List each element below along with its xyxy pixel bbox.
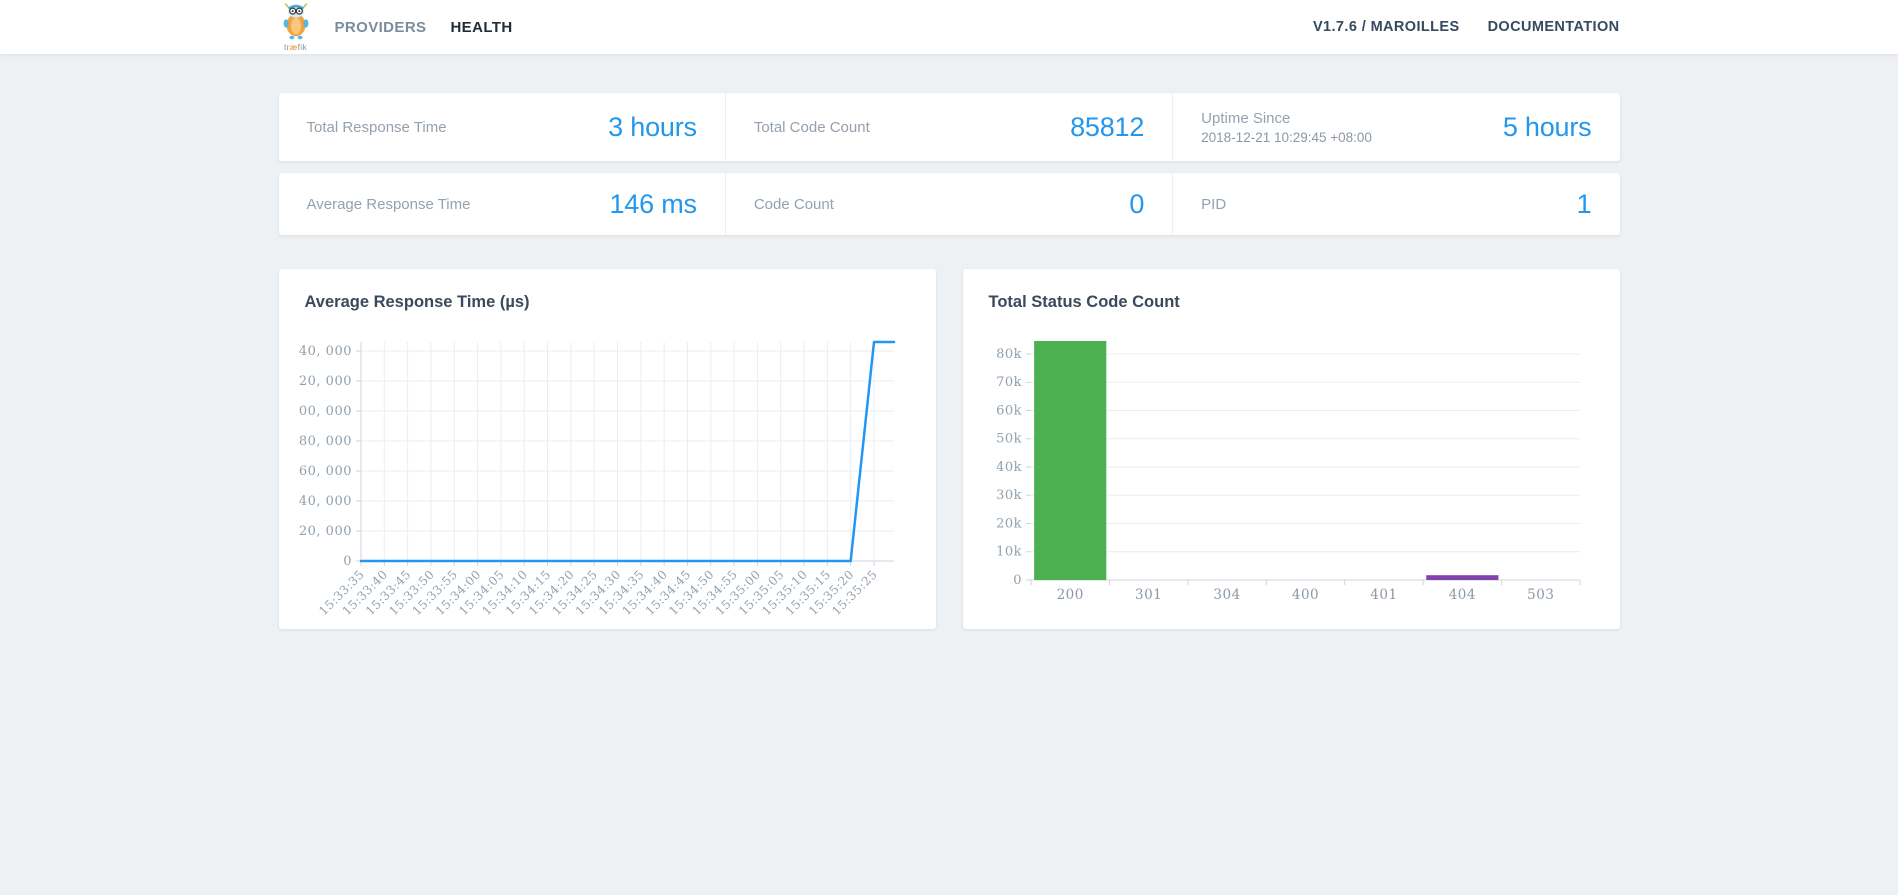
response-time-chart-card: Average Response Time (µs) 0 20, 000 40, 0… bbox=[278, 269, 936, 629]
stat-label: Code Count bbox=[753, 195, 834, 213]
svg-text:0: 0 bbox=[1013, 573, 1022, 588]
svg-text:80, 000: 80, 000 bbox=[299, 434, 352, 449]
uptime-start-datetime: 2018-12-21 10:29:45 +08:00 bbox=[1201, 129, 1372, 145]
status-code-chart-card: Total Status Code Count 0 10k 20k 30k 40k 50k… bbox=[962, 269, 1620, 629]
stat-average-response-time: Average Response Time 146 ms bbox=[279, 173, 725, 235]
stat-code-count: Code Count 0 bbox=[724, 173, 1172, 235]
nav-tab-health[interactable]: HEALTH bbox=[450, 18, 513, 36]
svg-text:20, 000: 20, 000 bbox=[299, 524, 352, 539]
svg-text:120, 000: 120, 000 bbox=[299, 374, 352, 389]
stat-uptime-since: Uptime Since 2018-12-21 10:29:45 +08:00 … bbox=[1172, 93, 1619, 161]
primary-nav: PROVIDERS HEALTH bbox=[335, 19, 513, 36]
svg-text:40, 000: 40, 000 bbox=[299, 494, 352, 509]
stat-label: Total Code Count bbox=[753, 118, 870, 136]
stats-row-totals: Total Response Time 3 hours Total Code C… bbox=[278, 93, 1620, 161]
stat-value: 3 hours bbox=[608, 111, 697, 142]
stat-value: 0 bbox=[1129, 188, 1145, 219]
total-status-code-chart: 0 10k 20k 30k 40k 50k 60k 70k 80k 200 301 304 400 401… bbox=[996, 341, 1580, 603]
stats-row-current: Average Response Time 146 ms Code Count … bbox=[278, 173, 1620, 235]
stat-value: 146 ms bbox=[609, 188, 697, 219]
svg-text:100, 000: 100, 000 bbox=[299, 404, 352, 419]
top-navbar: træfik PROVIDERS HEALTH V1.7.6 / MAROILL… bbox=[0, 0, 1898, 55]
svg-text:400: 400 bbox=[1291, 587, 1318, 603]
nav-right-group: V1.7.6 / MAROILLES DOCUMENTATION bbox=[1313, 19, 1620, 35]
stat-label: Uptime Since bbox=[1201, 109, 1291, 127]
stat-label: Average Response Time bbox=[306, 195, 471, 213]
stat-total-response-time: Total Response Time 3 hours bbox=[279, 93, 725, 161]
stat-value: 85812 bbox=[1070, 111, 1145, 142]
chart-title: Total Status Code Count bbox=[988, 293, 1180, 311]
traefik-mascot-icon bbox=[279, 2, 313, 45]
traefik-logo[interactable]: træfik bbox=[279, 2, 313, 52]
svg-text:10k: 10k bbox=[996, 545, 1022, 560]
health-dashboard: Total Response Time 3 hours Total Code C… bbox=[278, 55, 1620, 629]
svg-text:30k: 30k bbox=[996, 488, 1022, 503]
stat-pid: PID 1 bbox=[1172, 173, 1619, 235]
svg-text:50k: 50k bbox=[996, 432, 1022, 447]
stat-label: PID bbox=[1201, 195, 1227, 213]
svg-text:140, 000: 140, 000 bbox=[299, 344, 352, 359]
nav-tab-providers[interactable]: PROVIDERS bbox=[334, 18, 427, 36]
svg-text:404: 404 bbox=[1448, 587, 1475, 603]
average-response-time-chart: 0 20, 000 40, 000 60, 000 80, 000 100, 000 120… bbox=[299, 340, 895, 617]
svg-text:0: 0 bbox=[343, 554, 352, 569]
svg-text:60, 000: 60, 000 bbox=[299, 464, 352, 479]
traefik-wordmark: træfik bbox=[283, 42, 308, 53]
version-link[interactable]: V1.7.6 / MAROILLES bbox=[1312, 19, 1460, 35]
stat-label: Total Response Time bbox=[306, 118, 447, 136]
svg-text:401: 401 bbox=[1370, 587, 1397, 603]
svg-text:301: 301 bbox=[1135, 587, 1162, 603]
svg-text:20k: 20k bbox=[996, 516, 1022, 531]
svg-text:40k: 40k bbox=[996, 460, 1022, 475]
stat-value: 5 hours bbox=[1502, 111, 1592, 142]
svg-text:304: 304 bbox=[1213, 587, 1240, 603]
svg-text:60k: 60k bbox=[996, 403, 1022, 418]
svg-text:70k: 70k bbox=[996, 375, 1022, 390]
chart-title: Average Response Time (µs) bbox=[304, 293, 530, 311]
documentation-link[interactable]: DOCUMENTATION bbox=[1487, 19, 1620, 35]
stat-value: 1 bbox=[1576, 188, 1592, 219]
svg-text:200: 200 bbox=[1056, 587, 1083, 603]
charts-row: Average Response Time (µs) 0 20, 000 40, 0… bbox=[278, 269, 1620, 629]
svg-text:80k: 80k bbox=[996, 347, 1022, 362]
stat-total-code-count: Total Code Count 85812 bbox=[724, 93, 1172, 161]
svg-text:503: 503 bbox=[1527, 587, 1554, 603]
